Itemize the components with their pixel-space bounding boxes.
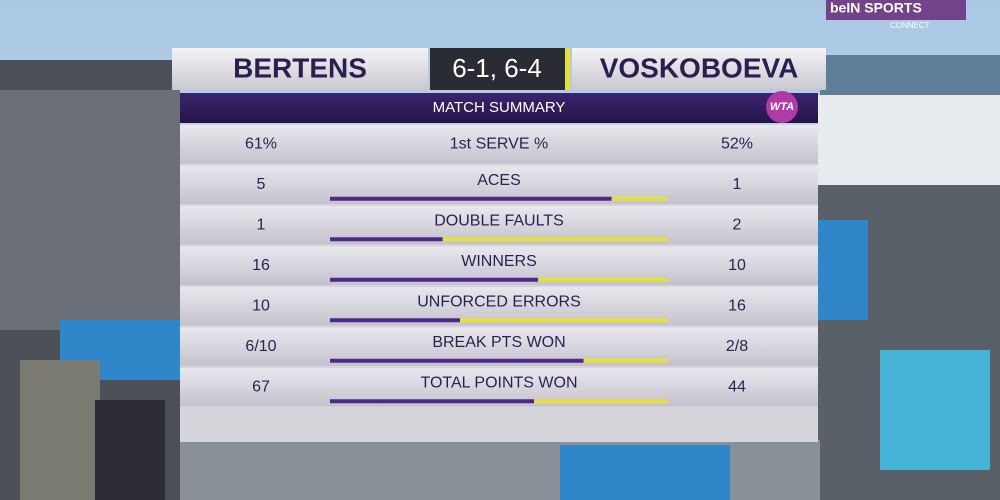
stat-label: DOUBLE FAULTS — [434, 212, 564, 229]
stat-right: 44 — [728, 378, 746, 395]
stat-left: 5 — [257, 176, 266, 193]
name-box — [172, 48, 428, 90]
stat-right: 2/8 — [726, 338, 748, 355]
bar-left — [330, 277, 538, 282]
stats-rows: 61% 52% 1st SERVE % 5 1 ACES 1 2 DOUBLE FAULTS 16… — [180, 125, 818, 407]
bar-right — [583, 358, 668, 363]
bar-right — [534, 399, 668, 404]
stat-right: 10 — [728, 257, 746, 274]
broadcaster-logo: beIN SPORTS CONNECT — [826, 0, 966, 30]
stat-row — [180, 125, 818, 164]
logo-badge — [766, 91, 798, 123]
bar-left — [330, 358, 584, 363]
name-box — [572, 48, 826, 90]
stat-left: 67 — [252, 378, 270, 395]
broadcaster-sub: CONNECT — [890, 21, 930, 30]
title: MATCH SUMMARY — [433, 99, 566, 116]
bar-left — [330, 237, 443, 242]
stat-label: TOTAL POINTS WON — [420, 374, 577, 391]
stat-right: 52% — [721, 135, 753, 152]
stat-left: 6/10 — [245, 338, 276, 355]
broadcaster-name: beIN SPORTS — [830, 0, 922, 16]
score-box — [430, 48, 570, 90]
stat-right: 2 — [733, 216, 742, 233]
stat-label: 1st SERVE % — [450, 135, 548, 152]
stat-left: 1 — [257, 216, 266, 233]
stat-left: 10 — [252, 297, 270, 314]
score-accent — [565, 48, 570, 90]
bar-left — [330, 399, 535, 404]
bar-right — [460, 318, 668, 323]
player-name: BERTENS — [233, 52, 367, 83]
score: 6-1, 6-4 — [452, 53, 542, 83]
player-name: VOSKOBOEVA — [600, 52, 799, 83]
stat-label: ACES — [477, 172, 521, 189]
stat-label: WINNERS — [461, 253, 537, 270]
stat-label: BREAK PTS WON — [432, 334, 565, 351]
stat-left: 61% — [245, 135, 277, 152]
stat-left: 16 — [252, 257, 270, 274]
bar-left — [330, 196, 612, 201]
bar-right — [538, 277, 668, 282]
stat-right: 16 — [728, 297, 746, 314]
bar-right — [442, 237, 668, 242]
logo: WTA — [770, 101, 794, 113]
stat-right: 1 — [733, 176, 742, 193]
stat-label: UNFORCED ERRORS — [417, 293, 581, 310]
bar-left — [330, 318, 460, 323]
bar-right — [611, 196, 668, 201]
title-bar — [180, 93, 818, 123]
